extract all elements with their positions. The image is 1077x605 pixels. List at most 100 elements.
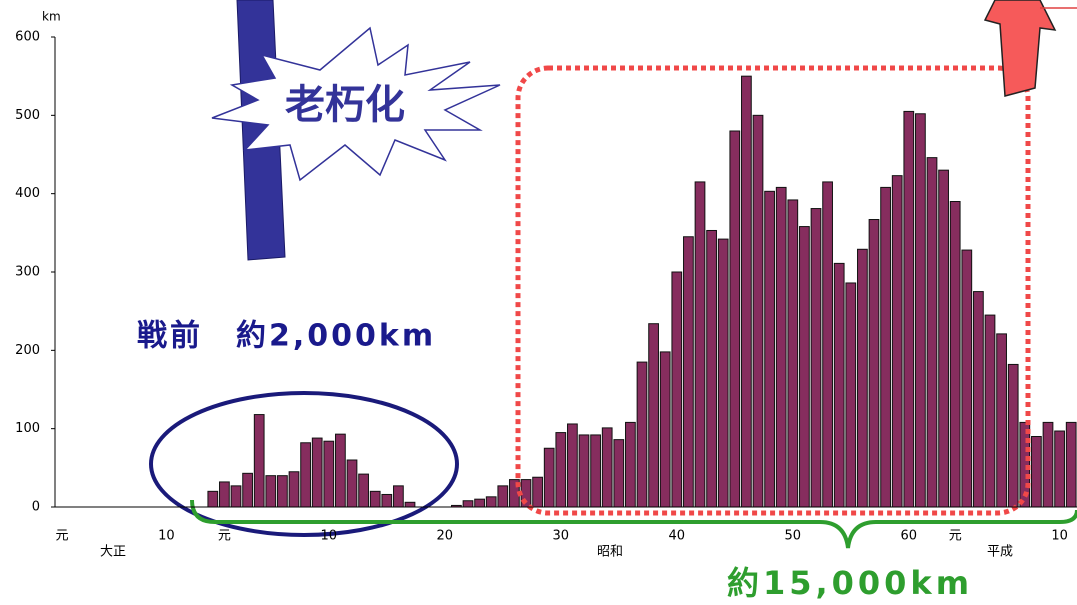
bar	[729, 130, 741, 508]
y-tick-label: 500	[15, 108, 40, 123]
bar	[230, 485, 242, 508]
highlight-box	[515, 65, 1031, 516]
era-label: 平成	[987, 545, 1013, 560]
x-tick-label: 元	[55, 529, 68, 544]
bar	[764, 190, 775, 508]
bar	[857, 248, 868, 508]
bar	[741, 75, 752, 508]
bar	[601, 427, 613, 508]
prewar-ellipse	[149, 391, 459, 537]
bar	[833, 262, 845, 508]
x-tick-label: 10	[1051, 529, 1068, 544]
y-unit: km	[42, 10, 61, 24]
bar	[845, 282, 857, 508]
bar	[404, 501, 416, 508]
bar	[462, 500, 474, 508]
total-label: 約15,000km	[727, 564, 973, 602]
bar	[219, 481, 230, 508]
bar	[335, 433, 346, 508]
bar	[265, 475, 277, 508]
bar	[775, 186, 787, 508]
x-tick-label: 30	[553, 529, 570, 544]
brace	[190, 499, 1077, 549]
bar	[984, 314, 996, 508]
bar	[346, 459, 358, 508]
x-tick-label: 20	[437, 529, 454, 544]
bar	[242, 472, 253, 508]
bar	[648, 323, 659, 508]
bar	[717, 238, 729, 508]
x-tick-label: 元	[949, 529, 962, 544]
bar	[891, 175, 903, 508]
bar	[358, 473, 369, 508]
bar	[625, 421, 636, 508]
y-tick-label: 0	[32, 500, 40, 515]
x-tick-label: 10	[158, 529, 175, 544]
bar	[1054, 430, 1065, 508]
x-tick-label: 50	[785, 529, 802, 544]
era-label: 大正	[100, 545, 126, 560]
bar	[787, 199, 799, 508]
y-tick-label: 300	[15, 265, 40, 280]
bar	[532, 476, 543, 508]
bar	[543, 447, 555, 508]
y-tick-label: 600	[15, 30, 40, 45]
bar	[926, 157, 938, 508]
bar	[300, 442, 311, 508]
y-tick-label: 200	[15, 343, 40, 358]
bar	[683, 236, 694, 508]
bar	[393, 485, 404, 508]
bar	[903, 110, 915, 508]
bar	[949, 201, 961, 508]
starburst	[211, 26, 501, 182]
bar	[996, 333, 1007, 508]
bar	[671, 271, 683, 508]
bar	[555, 432, 567, 508]
bar	[474, 498, 485, 508]
bar	[369, 490, 381, 508]
x-tick-label: 元	[218, 529, 231, 544]
bar	[659, 351, 671, 508]
bar	[915, 113, 926, 508]
bar	[810, 208, 822, 508]
bar	[973, 291, 984, 508]
bar	[961, 249, 973, 508]
x-tick-label: 40	[669, 529, 686, 544]
bars	[207, 75, 1077, 508]
bar	[497, 485, 509, 508]
y-tick-label: 400	[15, 186, 40, 201]
bar	[613, 439, 625, 508]
bar	[311, 437, 323, 508]
bar	[590, 434, 601, 508]
x-tick-label: 10	[321, 529, 338, 544]
bar	[822, 181, 833, 508]
bar	[567, 423, 578, 508]
bar	[253, 414, 265, 508]
bar	[288, 471, 300, 508]
bar	[706, 229, 717, 508]
bar	[277, 475, 288, 508]
bar	[694, 181, 706, 508]
bar	[880, 186, 891, 508]
aging-label: 老朽化	[285, 82, 405, 128]
era-label: 昭和	[597, 545, 623, 560]
bar	[1065, 421, 1077, 508]
bar	[578, 434, 590, 508]
y-tick-label: 100	[15, 421, 40, 436]
arrow	[983, 0, 1057, 97]
bar	[485, 496, 497, 508]
bar	[1007, 363, 1019, 508]
bar	[381, 493, 393, 508]
prewar-label: 戦前 約2,000km	[137, 319, 436, 354]
bar	[636, 361, 648, 508]
bar	[1031, 436, 1042, 508]
bar	[752, 114, 764, 508]
bar	[323, 440, 335, 508]
bar	[938, 169, 949, 508]
bar	[1042, 421, 1054, 508]
x-tick-label: 60	[901, 529, 918, 544]
bar	[799, 226, 810, 508]
bar	[868, 219, 880, 508]
bar	[207, 490, 219, 508]
